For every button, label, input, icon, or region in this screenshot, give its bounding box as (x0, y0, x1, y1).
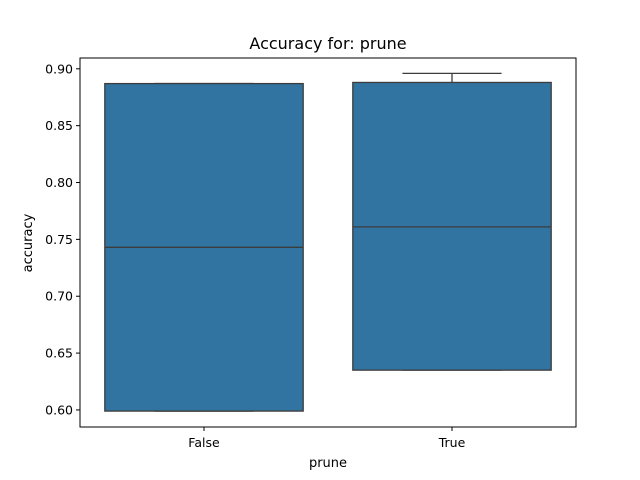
y-tick-label: 0.85 (45, 118, 73, 133)
boxes-group (104, 72, 552, 412)
y-tick-label: 0.70 (45, 289, 73, 304)
plot-frame (79, 57, 577, 428)
y-tick-label: 0.75 (45, 232, 73, 247)
y-tick-label: 0.60 (45, 402, 73, 417)
y-tick-label: 0.65 (45, 346, 73, 361)
x-axis-label: prune (309, 456, 347, 471)
y-axis-label: accuracy (21, 213, 36, 272)
x-tick-label: False (188, 435, 220, 450)
box-false (104, 82, 304, 412)
chart-title: Accuracy for: prune (249, 34, 406, 53)
x-axis: False True (188, 427, 466, 450)
box-true (352, 72, 552, 371)
y-tick-label: 0.90 (45, 61, 73, 76)
x-tick-label: True (438, 435, 466, 450)
y-tick-label: 0.80 (45, 175, 73, 190)
y-axis: 0.60 0.65 0.70 0.75 0.80 0.85 0.90 (45, 61, 80, 417)
